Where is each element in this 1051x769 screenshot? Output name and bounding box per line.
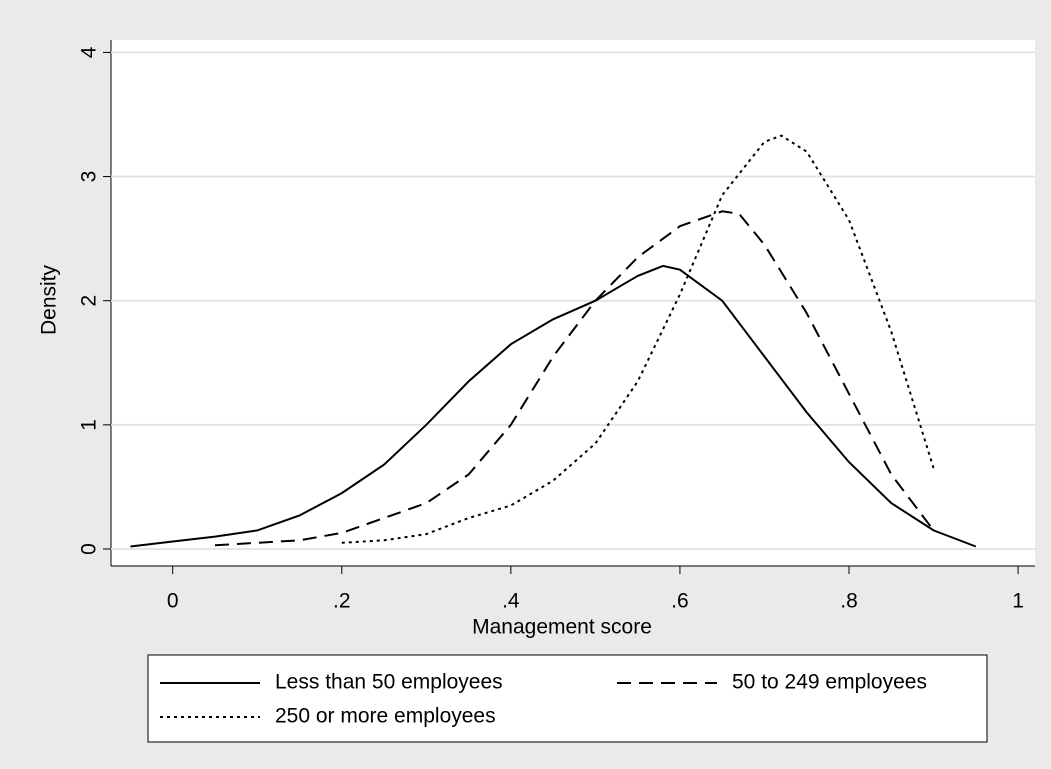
legend-label: 50 to 249 employees [732, 671, 927, 694]
x-tick-label: .4 [502, 590, 520, 613]
density-line [214, 210, 935, 547]
legend-label: Less than 50 employees [275, 671, 503, 694]
x-tick-label: 1 [1012, 590, 1024, 613]
y-tick-label: 3 [78, 171, 101, 183]
x-tick-label: .8 [840, 590, 858, 613]
x-tick-label: .2 [333, 590, 351, 613]
y-tick-label: 4 [78, 46, 101, 58]
density-line [341, 134, 935, 544]
legend-box [147, 654, 988, 743]
y-tick-label: 0 [78, 543, 101, 555]
legend-label: 250 or more employees [275, 705, 496, 728]
x-axis-label: Management score [472, 616, 652, 639]
x-tick-label: .6 [671, 590, 689, 613]
y-tick-label: 2 [78, 295, 101, 307]
x-tick-label: 0 [167, 590, 179, 613]
y-tick-label: 1 [78, 419, 101, 431]
y-axis-label: Density [38, 264, 61, 335]
plot-area [111, 40, 1035, 566]
density-line [130, 264, 977, 548]
